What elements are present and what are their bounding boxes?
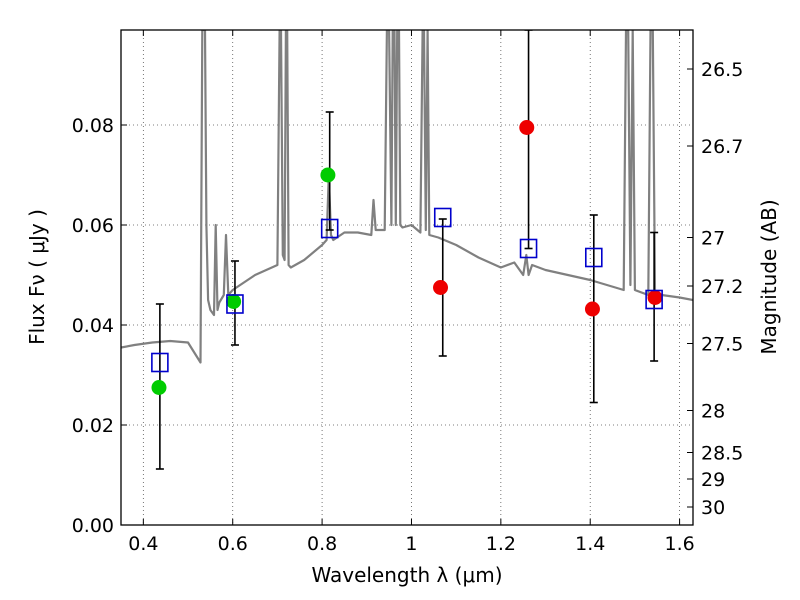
y2-tick-label: 27.5 [701, 334, 743, 356]
model-photometry-square [584, 247, 603, 268]
y2-tick-label: 30 [701, 497, 725, 519]
x-tick-label: 1.6 [664, 533, 694, 555]
model-photometry-square [226, 294, 244, 314]
model-photometry-square [320, 218, 339, 239]
y-tick-label: 0.02 [72, 415, 114, 437]
x-tick-label: 0.4 [128, 533, 158, 555]
y2-tick-label: 27.2 [701, 276, 743, 298]
red-data-point [519, 120, 535, 135]
x-tick-label: 1 [405, 533, 417, 555]
red-data-point [647, 290, 663, 305]
x-axis-title: Wavelength λ (μm) [311, 563, 502, 587]
plot-frame [120, 29, 694, 526]
y-tick-label: 0.00 [72, 515, 114, 537]
y2-tick-label: 29 [701, 469, 725, 491]
y2-tick-label: 28.5 [701, 443, 743, 465]
y2-tick-label: 28 [701, 401, 725, 423]
x-tick-label: 0.6 [218, 533, 248, 555]
model-photometry-square [433, 207, 452, 228]
green-data-point [151, 380, 167, 395]
x-tick-label: 1.2 [486, 533, 516, 555]
red-data-point [433, 280, 449, 295]
green-data-point [226, 294, 242, 309]
plot-area [121, 30, 693, 470]
x-tick-label: 1.4 [575, 533, 605, 555]
y-axis-title: Flux Fν ( μJy ) [25, 209, 49, 345]
model-photometry-square [645, 289, 663, 310]
y2-axis-title: Magnitude (AB) [757, 199, 781, 354]
red-data-point [584, 301, 600, 317]
green-data-point [320, 167, 336, 183]
y2-tick-label: 26.7 [701, 136, 743, 158]
model-photometry-square [519, 238, 538, 259]
x-tick-label: 0.8 [307, 533, 337, 555]
model-spectrum-line [121, 30, 693, 364]
y-tick-label: 0.06 [72, 215, 114, 237]
model-photometry-square [151, 352, 169, 373]
y-tick-label: 0.08 [72, 115, 114, 137]
y2-tick-label: 27 [701, 228, 725, 250]
axis-ticks: 0.4 0.6 0.8 1 1.2 1.4 1.6 0.00 0.02 0.04 0.06 0.08 2… [72, 30, 743, 555]
y2-tick-label: 26.5 [701, 59, 743, 81]
y-tick-label: 0.04 [72, 315, 114, 337]
